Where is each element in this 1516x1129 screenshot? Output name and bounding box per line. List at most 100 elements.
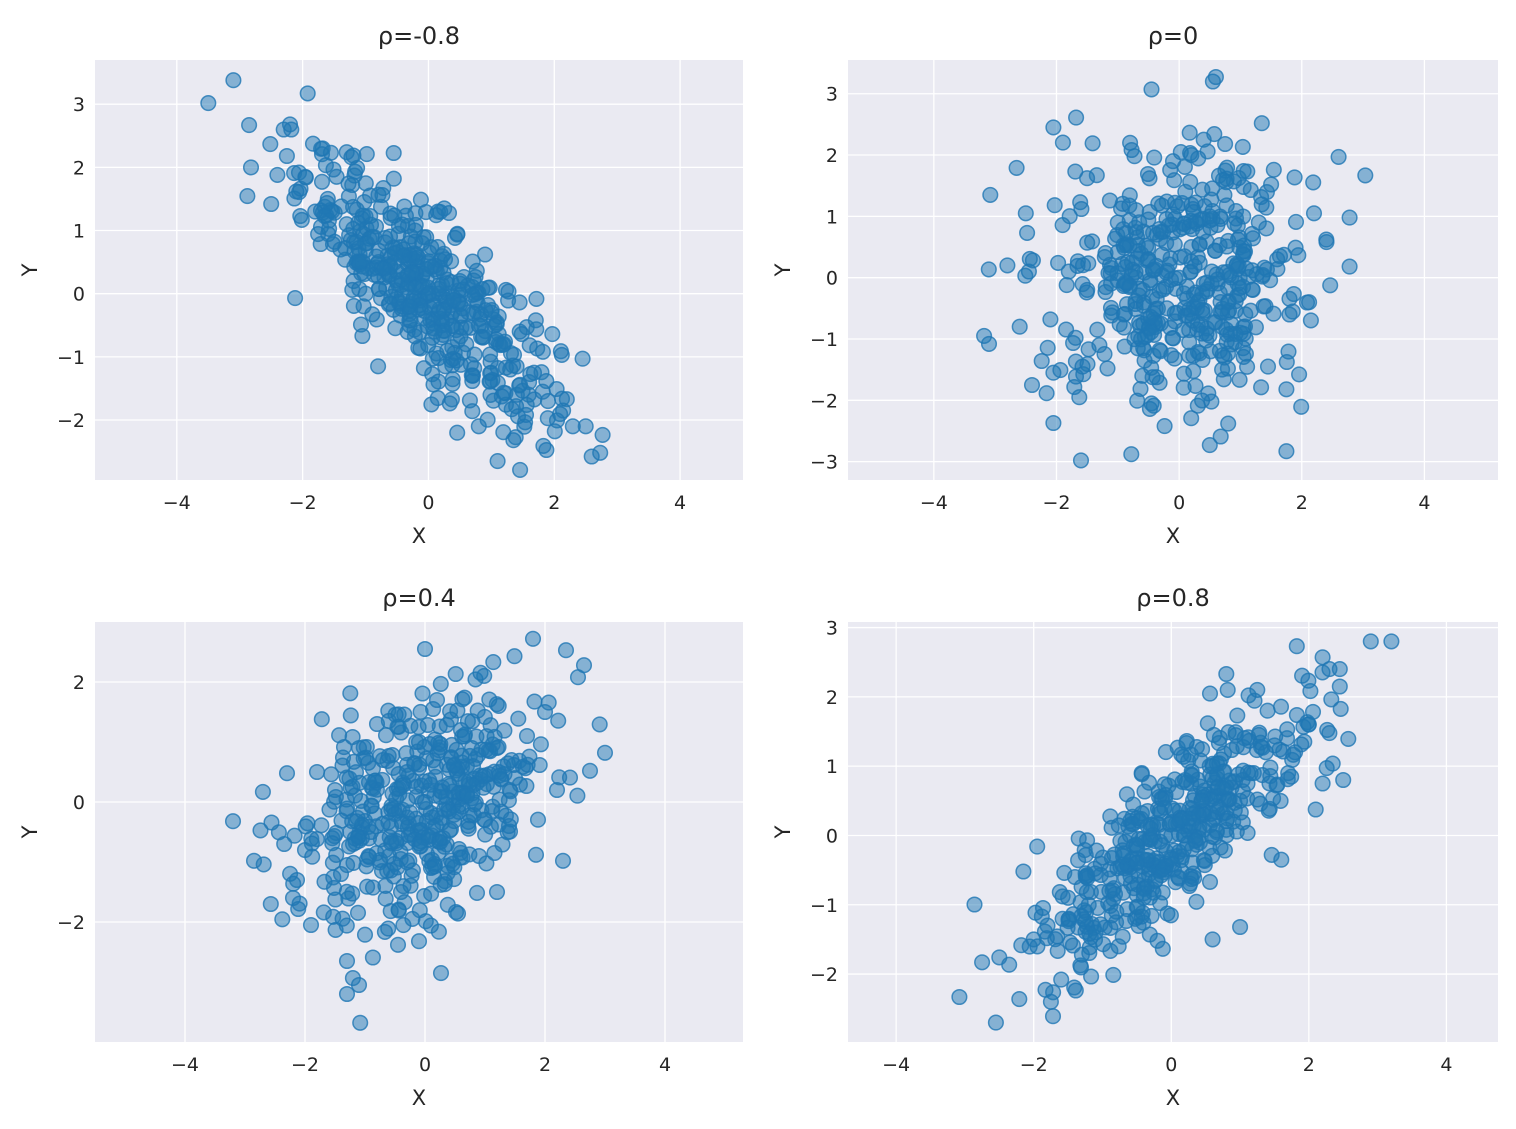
scatter-point: [466, 346, 483, 363]
scatter-point: [387, 320, 404, 337]
scatter-point: [485, 654, 502, 671]
scatter-point: [342, 685, 359, 702]
y-axis-label: Y: [18, 263, 42, 277]
scatter-point: [390, 902, 407, 919]
scatter-point: [422, 859, 440, 877]
y-tick-label: 0: [826, 268, 838, 290]
scatter-point: [402, 312, 419, 329]
scatter-point: [1114, 928, 1131, 945]
scatter-point: [493, 388, 510, 405]
scatter-point: [313, 817, 330, 834]
scatter-point: [1121, 827, 1139, 844]
scatter-point: [1340, 730, 1357, 747]
scatter-point: [451, 273, 468, 290]
scatter-point: [1015, 863, 1032, 880]
scatter-point: [420, 336, 437, 354]
scatter-point: [527, 846, 545, 863]
scatter-point: [1152, 223, 1169, 240]
scatter-point: [344, 281, 361, 298]
scatter-point: [423, 885, 440, 902]
scatter-point: [1225, 813, 1242, 830]
subplot-1: −4 −2 0 2 4 −2 −1 0 1 2 3 ρ=-0.8 X Y: [18, 22, 743, 548]
scatter-point: [1128, 855, 1145, 872]
scatter-point: [401, 298, 418, 315]
scatter-point: [332, 865, 350, 883]
scatter-point: [439, 342, 456, 359]
x-tick-label: −2: [289, 492, 317, 514]
scatter-point: [521, 748, 538, 765]
scatter-point: [1226, 215, 1243, 232]
scatter-point: [441, 395, 458, 412]
scatter-point: [326, 781, 344, 799]
x-tick-label: 2: [1303, 1054, 1315, 1076]
scatter-point: [495, 336, 512, 353]
scatter-point: [1265, 161, 1282, 178]
scatter-point: [293, 211, 310, 228]
scatter-point: [1079, 356, 1096, 373]
scatter-point: [275, 121, 292, 138]
scatter-point: [1177, 183, 1194, 200]
scatter-point: [1314, 649, 1331, 666]
scatter-point: [1185, 363, 1202, 380]
scatter-point: [529, 811, 547, 828]
scatter-point: [418, 260, 435, 278]
subplot-4: −4 −2 0 2 4 −2 −1 0 1 2 3 ρ=0.8 X Y: [771, 584, 1498, 1110]
y-tick-label: −2: [57, 410, 85, 432]
scatter-point: [1251, 724, 1268, 741]
scatter-point: [1174, 321, 1192, 339]
scatter-point: [1153, 867, 1170, 884]
scatter-point: [385, 144, 402, 162]
subplot-title: ρ=0: [1148, 22, 1199, 50]
scatter-point: [313, 173, 331, 190]
scatter-point: [1219, 294, 1237, 311]
scatter-point: [1045, 119, 1062, 136]
scatter-point: [287, 290, 304, 307]
scatter-point: [241, 117, 258, 134]
scatter-point: [1034, 899, 1052, 917]
scatter-point: [483, 304, 500, 321]
y-tick-label: 2: [73, 157, 85, 179]
y-axis-label: Y: [18, 825, 42, 839]
scatter-point: [1220, 415, 1237, 432]
scatter-point: [1253, 115, 1270, 132]
scatter-point: [1218, 778, 1235, 796]
scatter-point: [1383, 633, 1400, 650]
scatter-point: [1194, 351, 1211, 368]
y-tick-label: −3: [810, 452, 838, 474]
scatter-point: [1142, 308, 1159, 325]
scatter-point: [463, 740, 481, 757]
scatter-point: [406, 222, 424, 239]
scatter-point: [1156, 799, 1173, 816]
scatter-points: [224, 630, 614, 1031]
scatter-point: [1220, 232, 1237, 249]
x-tick-label: 2: [539, 1054, 551, 1076]
scatter-point: [544, 326, 561, 343]
y-tick-label: −1: [57, 347, 85, 369]
scatter-point: [296, 841, 314, 859]
scatter-point: [362, 823, 380, 841]
scatter-point: [1058, 277, 1075, 294]
scatter-point: [1232, 324, 1249, 341]
scatter-point: [489, 374, 506, 391]
scatter-point: [1331, 678, 1348, 695]
scatter-point: [284, 889, 302, 907]
scatter-point: [416, 640, 434, 658]
scatter-point: [428, 691, 446, 709]
scatter-point: [1103, 275, 1120, 292]
x-tick-label: −2: [1020, 1054, 1048, 1076]
scatter-point: [1125, 796, 1142, 813]
scatter-point: [356, 926, 374, 943]
scatter-point: [1088, 842, 1105, 859]
scatter-point: [324, 835, 341, 852]
scatter-point: [1188, 215, 1205, 232]
scatter-point: [381, 228, 399, 245]
scatter-point: [1142, 324, 1160, 341]
scatter-point: [1086, 860, 1103, 877]
scatter-point: [452, 721, 470, 739]
y-tick-label: 2: [826, 145, 838, 167]
scatter-point: [512, 461, 529, 478]
scatter-point: [1058, 321, 1075, 338]
scatter-point: [569, 787, 586, 804]
scatter-point: [554, 852, 572, 869]
scatter-point: [526, 693, 543, 710]
